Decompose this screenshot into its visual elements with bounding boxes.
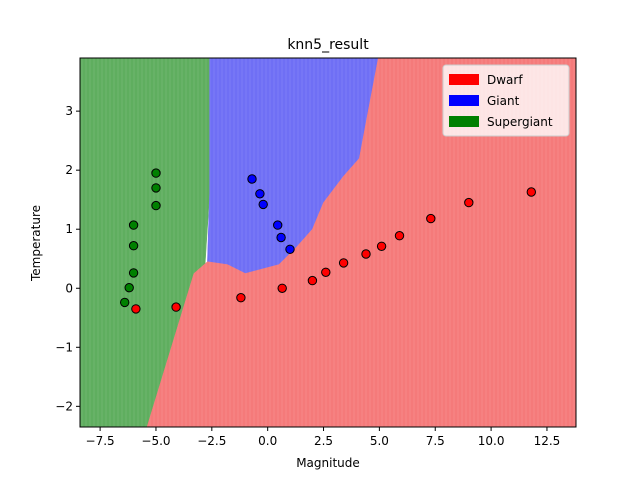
data-points — [120, 168, 536, 314]
point-giant — [255, 189, 265, 199]
y-tick-label: 0 — [65, 281, 73, 295]
legend-swatch-supergiant — [449, 116, 479, 127]
x-tick-label: −2.5 — [197, 434, 226, 448]
y-tick-label: 1 — [65, 222, 73, 236]
point-supergiant — [151, 200, 161, 211]
point-dwarf — [321, 267, 331, 277]
point-supergiant — [128, 241, 139, 251]
point-supergiant — [151, 183, 161, 193]
x-tick-label: 5.0 — [370, 434, 389, 448]
legend-swatch-dwarf — [449, 74, 479, 85]
point-supergiant — [151, 168, 161, 178]
x-tick-label: 7.5 — [426, 434, 445, 448]
y-axis-label: Temperature — [29, 205, 43, 282]
y-axis-ticks: −2 −1 0 1 2 3 — [55, 104, 80, 413]
point-dwarf — [464, 197, 474, 208]
point-supergiant — [120, 297, 130, 308]
y-tick-label: 3 — [65, 104, 73, 118]
point-dwarf — [376, 241, 387, 252]
x-tick-label: 10.0 — [478, 434, 505, 448]
point-dwarf — [361, 249, 371, 259]
point-dwarf — [236, 293, 246, 303]
point-giant — [247, 174, 257, 184]
point-dwarf — [307, 275, 318, 286]
legend-label-supergiant: Supergiant — [487, 115, 553, 129]
legend-label-dwarf: Dwarf — [487, 73, 523, 87]
point-supergiant — [124, 283, 134, 293]
y-tick-label: −1 — [55, 340, 73, 354]
y-tick-label: −2 — [55, 399, 73, 413]
point-giant — [285, 244, 295, 255]
x-tick-label: 12.5 — [534, 434, 561, 448]
point-dwarf — [426, 213, 436, 224]
x-axis-label: Magnitude — [296, 456, 360, 470]
y-tick-label: 2 — [65, 163, 73, 177]
x-tick-label: 2.5 — [314, 434, 333, 448]
legend-swatch-giant — [449, 95, 479, 106]
point-dwarf — [131, 304, 141, 314]
point-dwarf — [526, 187, 536, 197]
point-dwarf — [277, 283, 287, 293]
point-giant — [273, 220, 283, 230]
chart-title: knn5_result — [287, 37, 369, 53]
point-dwarf — [171, 302, 181, 312]
point-giant — [276, 232, 286, 243]
plot-frame — [79, 57, 577, 428]
x-tick-label: −5.0 — [141, 434, 170, 448]
x-tick-label: 0.0 — [258, 434, 277, 448]
point-dwarf — [338, 258, 349, 268]
legend-label-giant: Giant — [487, 94, 520, 108]
legend: Dwarf Giant Supergiant — [442, 64, 570, 137]
point-supergiant — [128, 220, 139, 230]
x-axis-ticks: −7.5 −5.0 −2.5 0.0 2.5 5.0 7.5 10.0 12.5 — [86, 427, 561, 448]
point-supergiant — [128, 268, 139, 278]
x-tick-label: −7.5 — [86, 434, 115, 448]
point-dwarf — [394, 231, 405, 241]
point-giant — [258, 199, 268, 210]
